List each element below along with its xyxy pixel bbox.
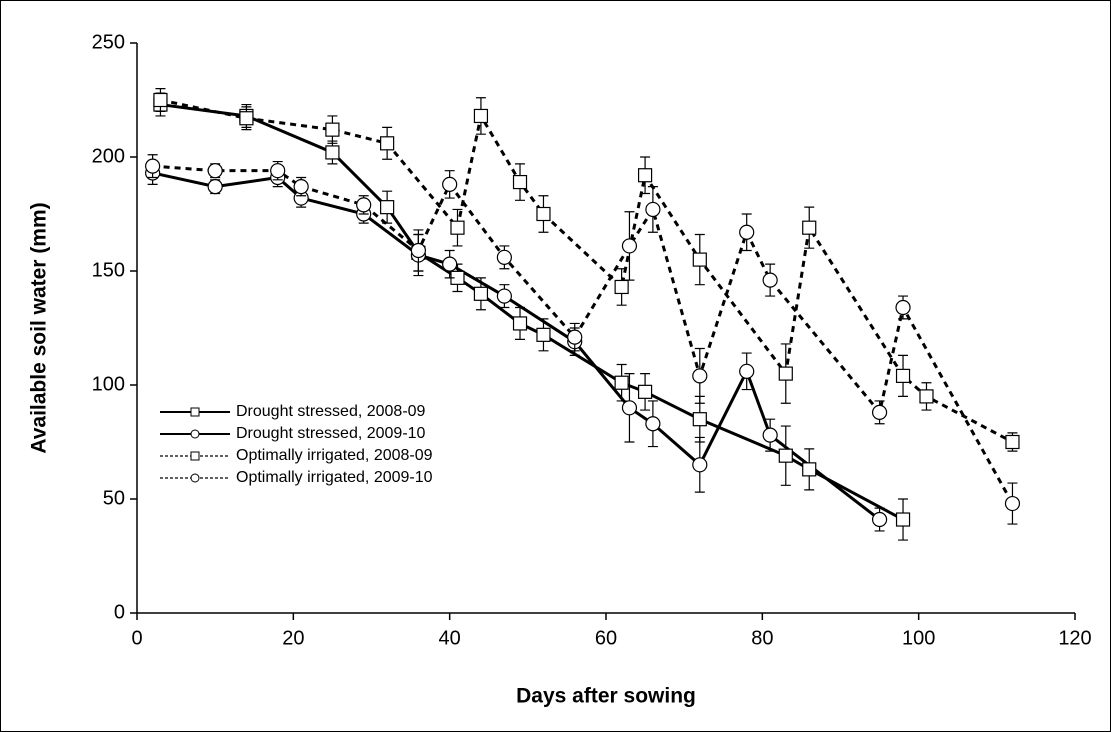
marker	[442, 176, 458, 192]
legend-label: Drought stressed, 2009-10	[236, 425, 426, 442]
marker	[895, 368, 911, 383]
marker	[637, 384, 653, 399]
marker	[919, 389, 934, 404]
marker	[778, 366, 793, 381]
marker	[621, 400, 638, 416]
marker	[762, 272, 778, 288]
marker	[325, 145, 340, 160]
y-tick-label: 200	[92, 145, 125, 167]
marker	[153, 92, 168, 108]
marker	[739, 363, 755, 379]
x-tick-label: 60	[595, 627, 617, 649]
x-tick-label: 20	[282, 627, 304, 649]
marker	[536, 206, 551, 222]
marker	[325, 122, 340, 137]
marker	[270, 163, 286, 179]
marker	[871, 511, 888, 528]
legend-label: Drought stressed, 2008-09	[236, 403, 426, 420]
y-tick-label: 50	[103, 487, 125, 509]
marker	[621, 238, 638, 254]
y-tick-label: 250	[92, 31, 125, 53]
legend-marker	[190, 473, 200, 483]
marker	[692, 412, 707, 427]
x-tick-label: 0	[131, 627, 142, 649]
marker	[778, 448, 793, 463]
marker	[239, 111, 254, 126]
marker	[802, 220, 817, 235]
marker	[512, 174, 528, 190]
marker	[871, 404, 888, 420]
marker	[895, 512, 911, 527]
y-axis-title: Available soil water (mm)	[28, 202, 51, 453]
legend-label: Optimally irrigated, 2009-10	[236, 469, 433, 486]
legend-label: Optimally irrigated, 2008-09	[236, 447, 433, 464]
marker	[473, 108, 489, 124]
legend-marker	[190, 407, 200, 417]
marker	[645, 201, 661, 218]
marker	[145, 158, 161, 174]
marker	[496, 288, 512, 304]
marker	[380, 136, 395, 151]
legend-marker	[190, 451, 200, 461]
marker	[692, 368, 708, 384]
marker	[739, 224, 755, 240]
marker	[442, 256, 458, 272]
marker	[895, 299, 911, 316]
legend-marker	[190, 429, 200, 439]
marker	[473, 286, 489, 301]
marker	[614, 279, 629, 295]
marker	[1005, 434, 1020, 450]
marker	[637, 168, 653, 183]
marker	[645, 416, 661, 432]
marker	[293, 179, 309, 195]
series-line	[160, 98, 1014, 444]
marker	[567, 329, 583, 345]
marker	[692, 252, 707, 267]
marker	[692, 457, 708, 473]
marker	[450, 220, 465, 235]
marker	[207, 179, 223, 195]
marker	[1004, 495, 1021, 512]
marker	[496, 249, 512, 265]
marker	[207, 163, 223, 179]
y-tick-label: 100	[92, 373, 125, 395]
y-tick-label: 150	[92, 259, 125, 281]
marker	[762, 427, 778, 443]
x-tick-label: 100	[902, 627, 935, 649]
x-axis-title: Days after sowing	[516, 685, 696, 708]
x-tick-label: 40	[439, 627, 461, 649]
marker	[802, 462, 817, 477]
marker	[356, 197, 372, 213]
marker	[536, 327, 551, 342]
marker	[614, 375, 629, 390]
marker	[380, 200, 395, 215]
series-line	[152, 164, 1014, 505]
marker	[512, 316, 528, 331]
x-tick-label: 120	[1058, 627, 1091, 649]
marker	[410, 242, 426, 259]
x-tick-label: 80	[751, 627, 773, 649]
y-tick-label: 0	[114, 601, 125, 623]
